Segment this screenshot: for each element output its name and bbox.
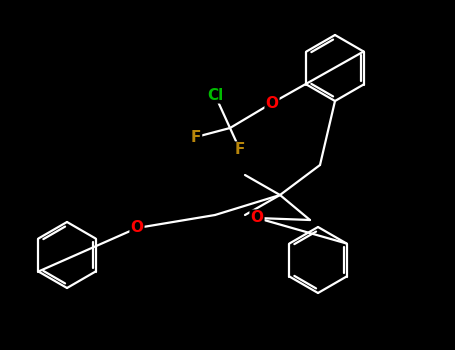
Text: O: O <box>131 220 143 236</box>
Text: F: F <box>191 130 201 145</box>
Text: Cl: Cl <box>207 88 223 103</box>
Text: O: O <box>266 96 278 111</box>
Text: O: O <box>251 210 263 225</box>
Text: F: F <box>235 142 245 158</box>
